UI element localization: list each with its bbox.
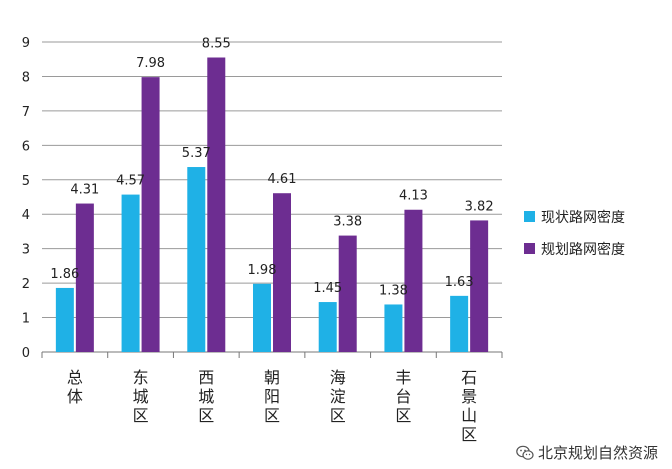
y-tick-label: 0 (22, 346, 30, 361)
x-category-label: 石景山区 (461, 368, 477, 444)
x-category-label: 西城区 (198, 368, 214, 425)
legend-label: 规划路网密度 (541, 241, 625, 258)
current-density-label: 1.45 (313, 281, 342, 296)
y-tick-label: 2 (22, 277, 30, 292)
x-axis: 总体 东城区 西城区 朝阳区 海淀区 丰台区 石景山区 (41, 352, 503, 444)
x-category-label: 东城区 (133, 368, 149, 425)
planned-density-bar (470, 220, 489, 352)
planned-density-label: 4.61 (268, 172, 297, 187)
wechat-icon (516, 445, 534, 460)
current-density-label: 1.63 (445, 275, 474, 290)
y-tick-label: 5 (22, 174, 30, 189)
current-density-label: 4.57 (116, 174, 145, 189)
legend-label: 现状路网密度 (541, 209, 625, 226)
current-density-bar (121, 194, 140, 352)
legend-swatch (524, 211, 535, 222)
legend-swatch (524, 243, 535, 254)
planned-density-bar (338, 235, 357, 352)
planned-density-label: 4.13 (399, 189, 428, 204)
planned-density-bar (207, 57, 226, 352)
watermark-text: 北京规划自然资源 (537, 444, 658, 462)
y-tick-label: 4 (22, 208, 30, 223)
planned-density-bar (404, 209, 423, 352)
x-category-label: 总体 (67, 368, 83, 406)
current-density-label: 1.38 (379, 283, 408, 298)
current-density-label: 1.98 (248, 263, 277, 278)
planned-density-label: 7.98 (136, 56, 165, 71)
current-density-bar (318, 302, 337, 352)
data-labels: 1.86 4.31 4.57 7.98 5.37 8.55 1.98 4.61 1.45 3.38… (50, 37, 493, 299)
y-tick-label: 8 (22, 70, 30, 85)
current-density-label: 1.86 (50, 267, 79, 282)
gridlines (42, 41, 502, 353)
planned-density-bar (141, 77, 160, 352)
y-tick-label: 7 (22, 105, 30, 120)
current-density-bar (384, 304, 403, 352)
x-category-label: 海淀区 (330, 368, 346, 425)
planned-density-label: 4.31 (70, 183, 99, 198)
x-category-label: 丰台区 (395, 368, 411, 425)
planned-density-label: 8.55 (202, 37, 231, 52)
planned-density-label: 3.82 (465, 199, 494, 214)
bars (55, 57, 489, 352)
current-density-bar (450, 295, 469, 352)
planned-density-bar (75, 203, 94, 352)
y-axis: 0 1 2 3 4 5 6 7 8 9 (22, 36, 30, 361)
y-tick-label: 6 (22, 139, 30, 154)
planned-density-label: 3.38 (333, 215, 362, 230)
current-density-bar (187, 167, 206, 352)
current-density-label: 5.37 (182, 146, 211, 161)
x-category-label: 朝阳区 (264, 368, 280, 425)
y-tick-label: 9 (22, 36, 30, 51)
current-density-bar (55, 287, 74, 352)
y-tick-label: 1 (22, 312, 30, 327)
watermark: 北京规划自然资源 (516, 442, 658, 463)
planned-density-bar (273, 193, 291, 352)
current-density-bar (253, 283, 271, 352)
y-tick-label: 3 (22, 243, 30, 258)
